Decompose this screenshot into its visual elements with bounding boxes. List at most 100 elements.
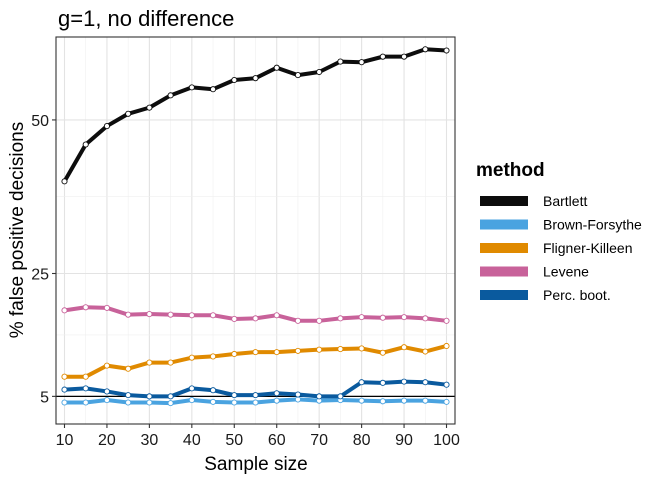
x-tick-label: 50 <box>225 432 243 449</box>
data-point <box>443 342 450 350</box>
data-point <box>210 398 217 405</box>
data-point <box>316 317 323 324</box>
data-point <box>358 397 365 404</box>
data-point <box>188 354 195 361</box>
data-point <box>422 379 429 386</box>
data-point <box>379 398 386 405</box>
data-point <box>358 59 365 66</box>
data-point <box>210 387 217 394</box>
data-point <box>167 393 174 400</box>
data-point <box>443 47 450 54</box>
data-point <box>294 391 301 398</box>
data-point <box>401 344 408 351</box>
data-point <box>82 399 89 406</box>
plot-border <box>55 36 456 425</box>
data-point <box>210 86 217 93</box>
data-point <box>379 314 386 321</box>
series-points <box>61 46 450 407</box>
legend-label: Levene <box>543 264 589 280</box>
data-point <box>443 398 450 405</box>
legend-label: Bartlett <box>543 193 587 209</box>
x-tick-label: 40 <box>183 432 201 449</box>
data-point <box>252 315 259 322</box>
data-point <box>82 304 89 311</box>
data-point <box>188 396 195 404</box>
x-tick-label: 20 <box>98 432 116 449</box>
legend-label: Perc. boot. <box>543 287 611 303</box>
x-tick-label: 70 <box>310 432 328 449</box>
data-point <box>294 317 301 324</box>
data-point <box>422 315 429 322</box>
legend-key <box>480 243 528 253</box>
data-point <box>167 359 174 366</box>
data-point <box>401 53 408 60</box>
data-point <box>188 84 195 91</box>
y-tick-label: 50 <box>31 113 49 130</box>
data-point <box>231 76 238 84</box>
data-point <box>422 397 429 404</box>
data-point <box>316 346 323 353</box>
data-point <box>358 345 365 352</box>
y-axis-title: % false positive decisions <box>7 122 28 339</box>
data-point <box>379 53 386 60</box>
data-point <box>358 314 365 321</box>
data-point <box>210 312 217 319</box>
data-point <box>125 110 132 117</box>
data-point <box>103 123 110 130</box>
y-tick-label: 25 <box>31 267 49 284</box>
data-point <box>125 399 132 406</box>
x-tick-label: 90 <box>395 432 413 449</box>
data-point <box>167 92 174 99</box>
data-point <box>231 392 238 399</box>
data-point <box>61 178 68 185</box>
legend-title: method <box>476 160 545 181</box>
data-point <box>231 315 238 323</box>
data-point <box>231 350 238 358</box>
data-point <box>273 64 280 71</box>
y-tick-label: 5 <box>40 389 49 406</box>
data-point <box>337 58 344 65</box>
data-point <box>273 312 280 319</box>
data-point <box>252 399 259 406</box>
data-point <box>82 385 89 392</box>
data-point <box>401 314 408 321</box>
data-point <box>125 365 132 372</box>
data-point <box>252 392 259 399</box>
data-point <box>337 346 344 353</box>
x-tick-label: 10 <box>56 432 74 449</box>
legend: method Bartlett Brown-Forsythe Fligner-Kil… <box>476 160 642 303</box>
data-point <box>294 396 301 403</box>
data-point <box>125 311 132 318</box>
legend-label: Fligner-Killeen <box>543 240 632 256</box>
data-point <box>146 104 153 111</box>
legend-key <box>480 266 528 277</box>
x-tick-label: 80 <box>353 432 371 449</box>
chart-title: g=1, no difference <box>58 6 234 31</box>
data-point <box>294 347 301 354</box>
x-tick-label: 100 <box>433 432 460 449</box>
legend-key <box>480 196 528 206</box>
data-point <box>379 349 386 356</box>
data-point <box>273 349 280 356</box>
data-point <box>443 317 450 324</box>
data-point <box>273 397 280 404</box>
data-point <box>146 393 153 400</box>
data-point <box>422 348 429 355</box>
data-point <box>358 379 365 386</box>
data-point <box>401 378 408 385</box>
data-point <box>443 381 450 388</box>
data-point <box>401 397 408 404</box>
data-point <box>252 349 259 356</box>
data-point <box>146 310 153 318</box>
data-point <box>316 393 323 400</box>
data-point <box>103 396 110 404</box>
data-point <box>146 359 153 366</box>
data-point <box>252 75 259 82</box>
data-point <box>167 311 174 318</box>
x-tick-label: 60 <box>268 432 286 449</box>
data-point <box>188 385 195 392</box>
x-tick-label: 30 <box>140 432 158 449</box>
data-point <box>316 68 323 76</box>
data-point <box>82 141 89 148</box>
data-point <box>210 353 217 360</box>
